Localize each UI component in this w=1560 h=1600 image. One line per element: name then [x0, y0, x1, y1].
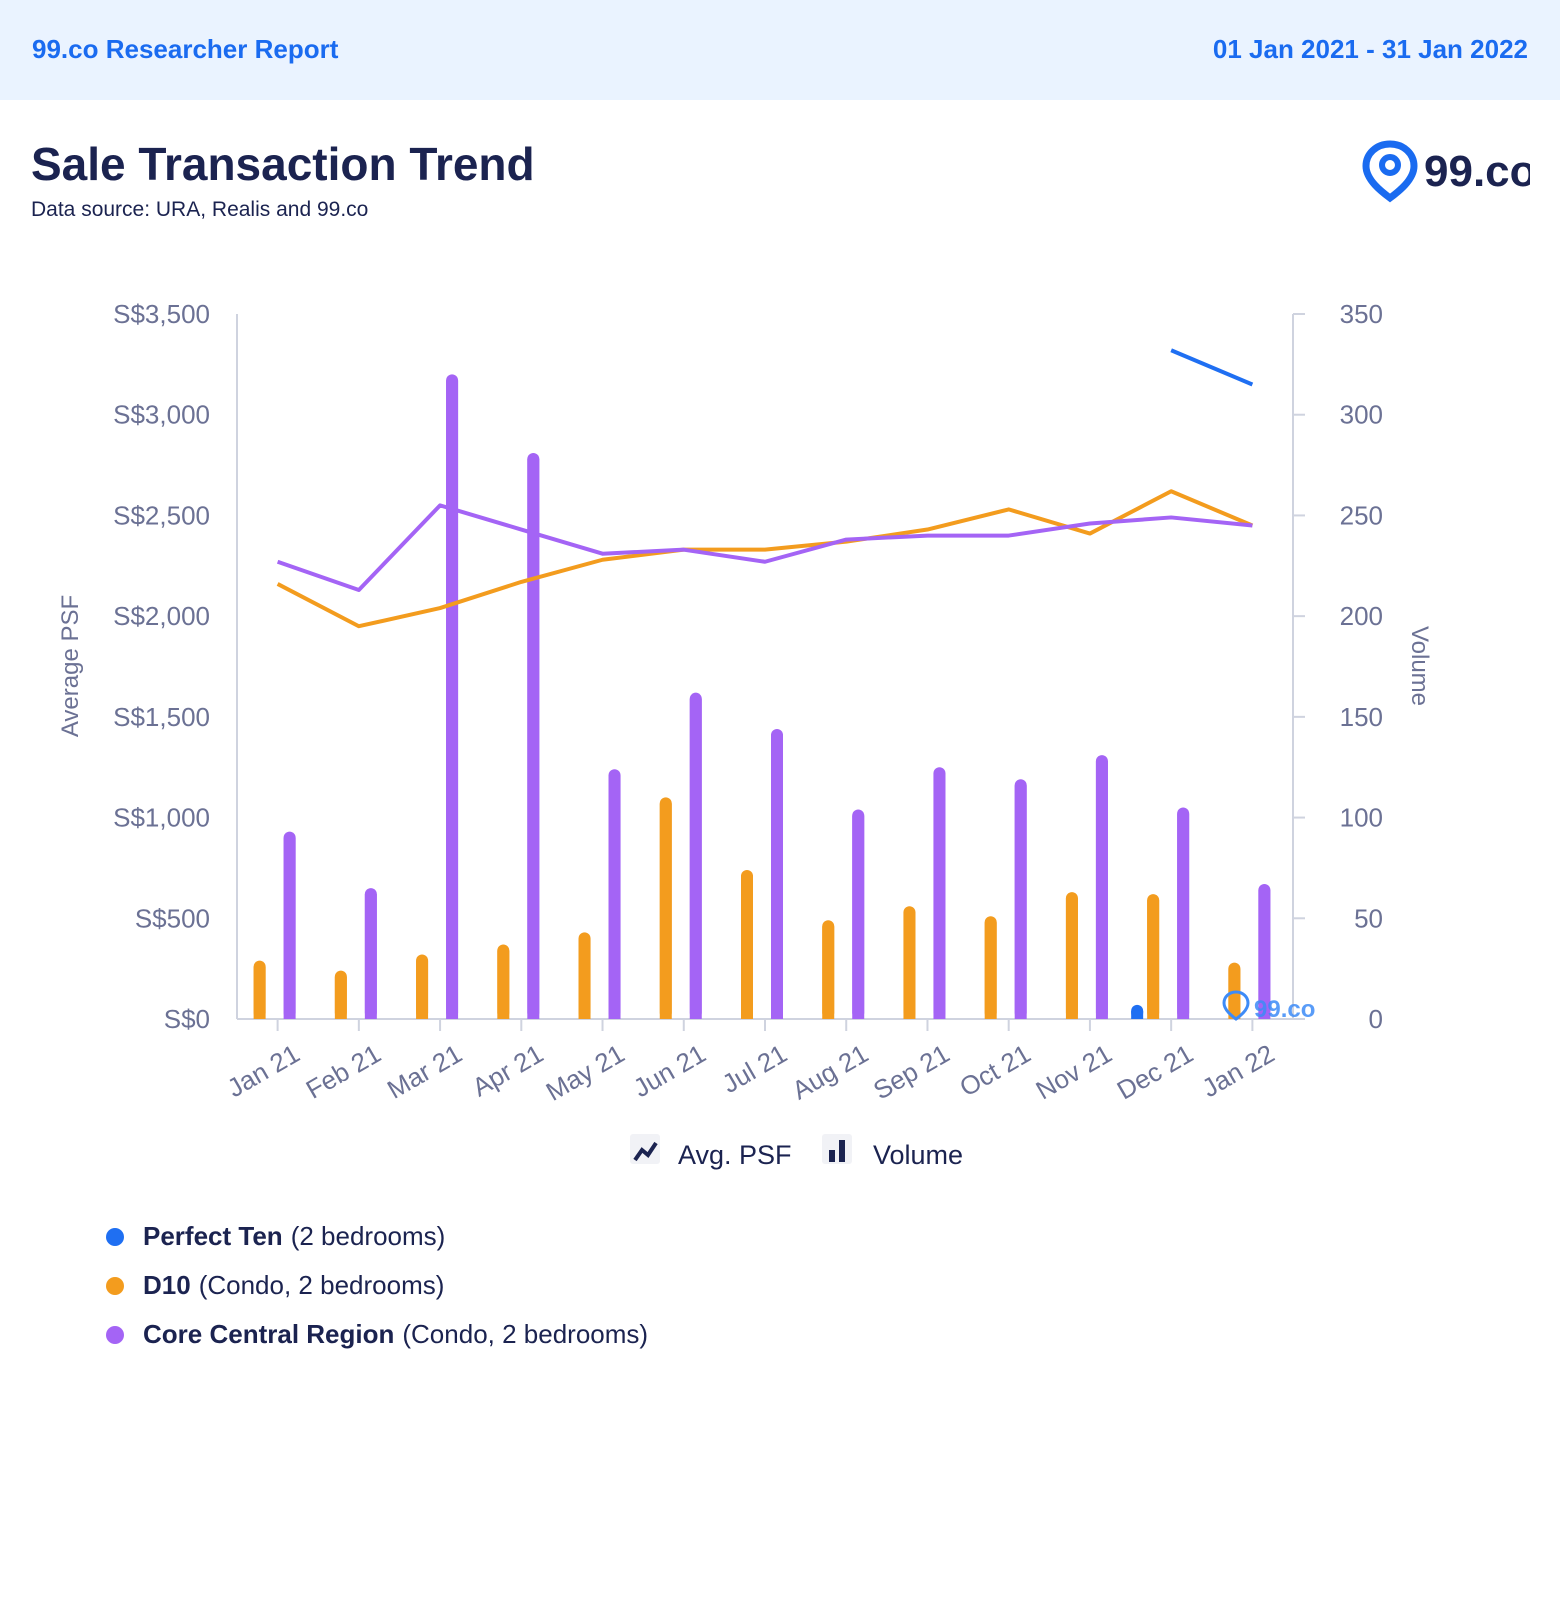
- y-right-tick-label: 200: [1340, 601, 1383, 631]
- volume-bar-base: [1228, 968, 1241, 1019]
- volume-bar-base: [689, 698, 702, 1019]
- avg-psf-line-d10: [276, 489, 1254, 629]
- volume-bar-base: [771, 734, 783, 1019]
- x-tick-label: Dec 21: [1112, 1038, 1198, 1105]
- x-tick-label: Aug 21: [787, 1038, 873, 1105]
- legend-item-perfect-ten: Perfect Ten (2 bedrooms): [106, 1212, 648, 1261]
- x-tick-label: Jan 22: [1197, 1038, 1280, 1103]
- legend-volume[interactable]: Volume: [822, 1134, 963, 1170]
- volume-bar-base: [659, 803, 672, 1019]
- legend-item-core-central-region: Core Central Region (Condo, 2 bedrooms): [106, 1310, 648, 1359]
- volume-bar-base: [1258, 890, 1271, 1019]
- legend-name: Perfect Ten: [143, 1221, 283, 1251]
- y-right-tick-label: 150: [1340, 702, 1383, 732]
- avg-psf-line-ccr: [276, 503, 1253, 592]
- line-chart-icon: [633, 1141, 658, 1162]
- volume-bar-base: [741, 875, 753, 1019]
- data-source-subtitle: Data source: URA, Realis and 99.co: [31, 198, 369, 221]
- volume-bar-base: [1095, 761, 1108, 1019]
- y-left-tick-label: S$2,000: [113, 601, 210, 631]
- y-left-tick-label: S$1,000: [113, 803, 210, 833]
- legend-name: Core Central Region: [143, 1319, 395, 1349]
- legend-avg-psf[interactable]: Avg. PSF: [630, 1134, 792, 1170]
- y-left-tick-label: S$2,500: [113, 500, 210, 530]
- volume-bar-base: [1014, 785, 1027, 1019]
- 99co-logo: 99.co: [1362, 140, 1530, 203]
- x-tick-label: Nov 21: [1031, 1038, 1117, 1105]
- volume-bar-base: [1065, 898, 1078, 1019]
- y-right-tick-label: 300: [1340, 400, 1383, 430]
- volume-bar-base: [334, 976, 347, 1019]
- legend-avg-psf-label: Avg. PSF: [678, 1140, 792, 1170]
- x-tick-label: May 21: [541, 1038, 630, 1107]
- legend-detail: (2 bedrooms): [290, 1221, 446, 1251]
- x-tick-label: Jun 21: [628, 1038, 711, 1103]
- y-right-tick-label: 250: [1340, 500, 1383, 530]
- volume-bar-base: [852, 815, 865, 1019]
- volume-bar-base: [1177, 813, 1190, 1019]
- x-tick-label: Sep 21: [868, 1038, 954, 1105]
- series-legend: Perfect Ten (2 bedrooms) D10 (Condo, 2 b…: [106, 1212, 648, 1359]
- header-bar: 99.co Researcher Report 01 Jan 2021 - 31…: [0, 0, 1560, 100]
- y-left-tick-label: S$0: [164, 1004, 210, 1034]
- volume-bar-base: [253, 966, 266, 1019]
- volume-bar-base: [446, 380, 459, 1019]
- y-right-tick-label: 50: [1354, 903, 1383, 933]
- x-tick-label: Jan 21: [222, 1038, 305, 1103]
- x-tick-label: Jul 21: [717, 1038, 792, 1099]
- y-left-tick-label: S$3,000: [113, 400, 210, 430]
- bar-chart-icon: [829, 1140, 845, 1162]
- y-left-tick-label: S$3,500: [113, 299, 210, 329]
- chart-legend: Avg. PSF Volume: [630, 1134, 963, 1170]
- legend-name: D10: [143, 1270, 191, 1300]
- logo-text: 99.co: [1424, 147, 1530, 196]
- watermark-text: 99.co: [1254, 996, 1315, 1023]
- y-left-tick-label: S$500: [135, 903, 210, 933]
- volume-bar-base: [984, 922, 997, 1019]
- y-left-tick-label: S$1,500: [113, 702, 210, 732]
- volume-bar-base: [578, 938, 591, 1019]
- volume-bar-base: [822, 926, 835, 1019]
- x-tick-label: Oct 21: [954, 1038, 1035, 1102]
- y-left-axis-title: Average PSF: [57, 595, 84, 737]
- y-right-tick-label: 350: [1340, 299, 1383, 329]
- watermark-pin-icon: [1222, 990, 1250, 1021]
- chart-watermark: 99.co: [1222, 990, 1315, 1023]
- legend-volume-label: Volume: [873, 1140, 963, 1170]
- volume-bar-base: [903, 912, 916, 1019]
- volume-bar-base: [1131, 1010, 1144, 1019]
- legend-item-d10: D10 (Condo, 2 bedrooms): [106, 1261, 648, 1310]
- legend-dot-perfect-ten: [106, 1227, 124, 1246]
- legend-dot-ccr: [106, 1325, 124, 1344]
- volume-bar-base: [497, 950, 510, 1019]
- avg-psf-line-perfect-ten: [1170, 348, 1254, 387]
- page-title: Sale Transaction Trend: [31, 138, 535, 190]
- x-tick-label: Feb 21: [301, 1038, 386, 1104]
- location-pin-icon: [1362, 140, 1418, 203]
- volume-bar-base: [364, 894, 377, 1019]
- y-right-axis-title: Volume: [1406, 626, 1433, 706]
- volume-bar-base: [527, 458, 540, 1019]
- volume-bar-base: [608, 775, 621, 1019]
- volume-bar-base: [283, 837, 296, 1019]
- volume-bar-base: [933, 773, 946, 1019]
- date-range: 01 Jan 2021 - 31 Jan 2022: [1212, 34, 1528, 64]
- y-right-tick-label: 100: [1340, 803, 1383, 833]
- volume-bar-base: [416, 960, 429, 1019]
- report-title: 99.co Researcher Report: [32, 34, 339, 64]
- x-tick-label: Apr 21: [467, 1038, 548, 1102]
- y-right-tick-label: 0: [1369, 1004, 1383, 1034]
- legend-detail: (Condo, 2 bedrooms): [198, 1270, 445, 1300]
- volume-bar-base: [1147, 900, 1160, 1019]
- sale-transaction-chart: S$0 S$500 S$1,000 S$1,500 S$2,000 S$2,500 S$3,…: [57, 299, 1433, 1170]
- x-tick-label: Mar 21: [382, 1038, 467, 1104]
- legend-detail: (Condo, 2 bedrooms): [402, 1319, 649, 1349]
- legend-dot-d10: [106, 1276, 124, 1295]
